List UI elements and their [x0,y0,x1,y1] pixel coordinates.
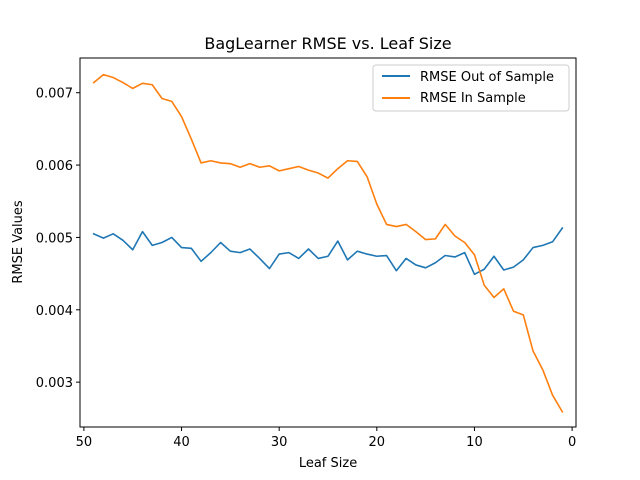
y-tick-label: 0.005 [36,231,73,246]
y-axis-ticks: 0.003 0.004 0.005 0.006 0.007 [36,87,80,391]
x-tick-label: 50 [76,435,93,450]
y-axis-label: RMSE Values [11,200,26,284]
y-tick-label: 0.007 [36,87,73,102]
x-axis-ticks: 50 40 30 20 10 0 [76,427,576,450]
legend-box [372,64,570,112]
y-tick-label: 0.006 [36,159,73,174]
chart-title: BagLearner RMSE vs. Leaf Size [204,34,451,53]
x-tick-label: 20 [369,435,386,450]
series-line-0 [92,226,564,276]
y-tick-label: 0.004 [36,304,73,319]
x-axis-label: Leaf Size [299,456,357,471]
x-tick-label: 30 [271,435,288,450]
x-tick-label: 0 [568,435,576,450]
legend-label-out-of-sample: RMSE Out of Sample [420,70,554,85]
x-tick-label: 10 [466,435,483,450]
plot-frame [79,57,577,428]
series-layer [92,73,564,413]
legend-label-in-sample: RMSE In Sample [420,91,526,106]
series-line-1 [92,73,564,413]
y-tick-label: 0.003 [36,376,73,391]
legend: RMSE Out of Sample RMSE In Sample [372,64,570,112]
x-tick-label: 40 [173,435,190,450]
